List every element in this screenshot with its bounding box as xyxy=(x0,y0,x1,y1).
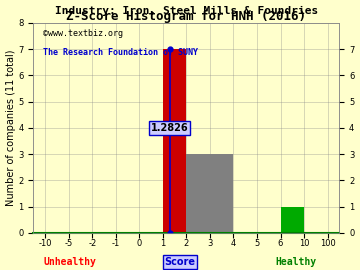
Bar xyxy=(280,207,304,233)
Text: 1.2826: 1.2826 xyxy=(151,123,188,133)
Text: Score: Score xyxy=(165,257,195,267)
Y-axis label: Number of companies (11 total): Number of companies (11 total) xyxy=(5,50,15,206)
Bar xyxy=(163,49,186,233)
Title: Z-Score Histogram for HNH (2016): Z-Score Histogram for HNH (2016) xyxy=(66,10,306,23)
Text: The Research Foundation of SUNY: The Research Foundation of SUNY xyxy=(42,48,198,57)
Text: Industry: Iron, Steel Mills & Foundries: Industry: Iron, Steel Mills & Foundries xyxy=(55,5,318,15)
Text: Unhealthy: Unhealthy xyxy=(43,257,96,267)
Text: Healthy: Healthy xyxy=(276,257,317,267)
Bar xyxy=(186,154,233,233)
Text: ©www.textbiz.org: ©www.textbiz.org xyxy=(42,29,123,38)
